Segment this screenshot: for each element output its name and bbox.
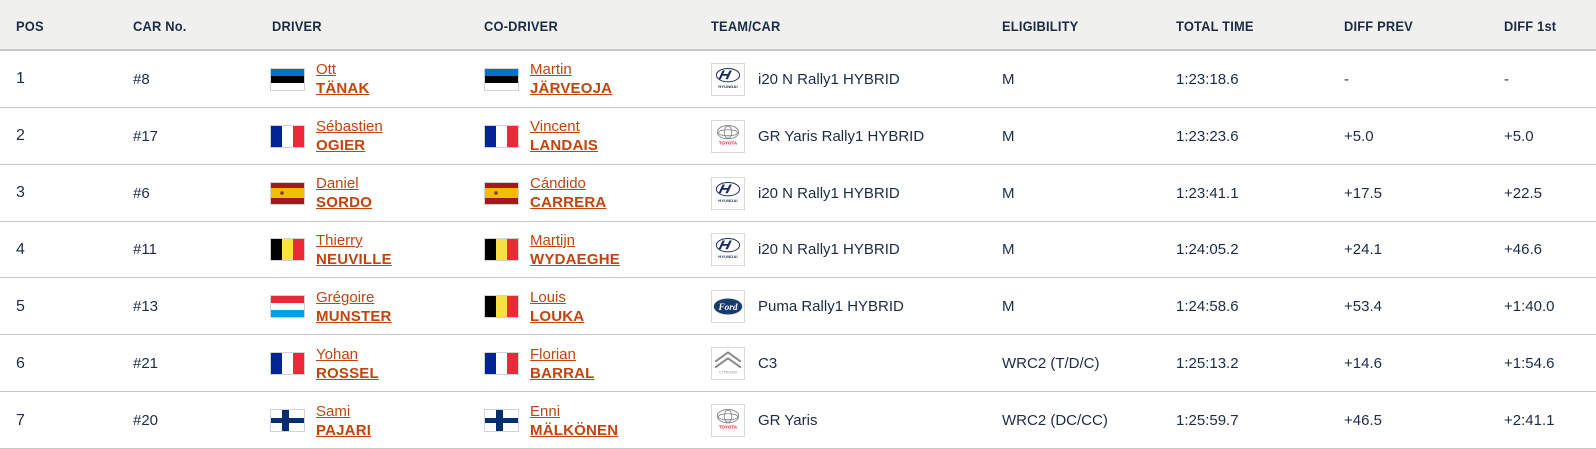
svg-text:HYUNDAI: HYUNDAI [718, 198, 737, 203]
svg-text:HYUNDAI: HYUNDAI [718, 255, 737, 260]
svg-text:TOYOTA: TOYOTA [719, 425, 738, 430]
svg-text:Ford: Ford [717, 303, 737, 313]
svg-text:TOYOTA: TOYOTA [719, 140, 738, 145]
svg-text:HYUNDAI: HYUNDAI [718, 84, 737, 89]
svg-text:CITROEN: CITROEN [719, 371, 737, 375]
